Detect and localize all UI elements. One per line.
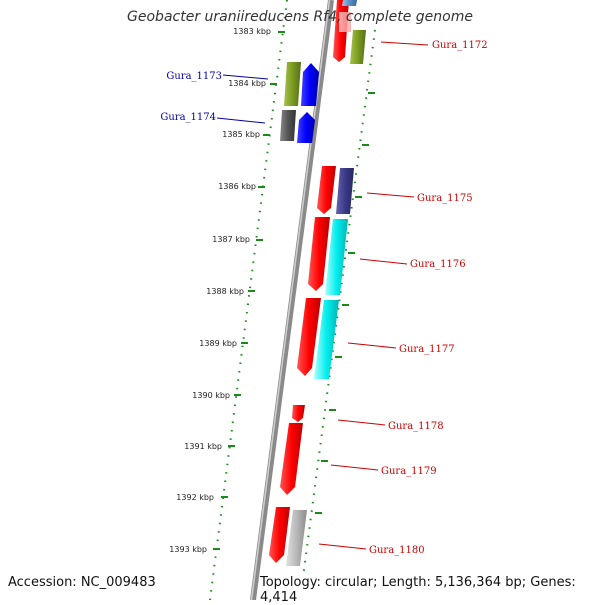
tick-label: 1390 kbp	[192, 391, 230, 400]
tick-1386: 1386 kbp	[218, 182, 265, 191]
tick-1390: 1390 kbp	[192, 391, 241, 400]
gene-gura-1173-b[interactable]	[301, 63, 319, 106]
leader-gura-1179	[330, 464, 379, 471]
tick-label: 1387 kbp	[212, 235, 250, 244]
leader-gura-1178	[337, 419, 386, 426]
leader-gura-1175	[366, 192, 415, 198]
tick-label: 1384 kbp	[228, 79, 266, 88]
tick-label: 1386 kbp	[218, 182, 256, 191]
gene-gura-1178[interactable]	[292, 405, 305, 422]
leader-gura-1176	[359, 258, 408, 265]
tick-1385: 1385 kbp	[222, 130, 270, 139]
genome-backbone	[250, 0, 334, 601]
tick-label: 1392 kbp	[176, 493, 214, 502]
label-gura-1173[interactable]: Gura_1173	[166, 71, 222, 82]
tick-1384: 1384 kbp	[228, 79, 277, 88]
gene-gura-1172[interactable]	[350, 30, 366, 64]
tick-1383: 1383 kbp	[233, 27, 285, 36]
leader-gura-1174	[216, 117, 266, 124]
tick-1391: 1391 kbp	[184, 442, 235, 451]
leader-gura-1177	[347, 342, 397, 349]
tick-1388: 1388 kbp	[206, 287, 255, 296]
tick-1392: 1392 kbp	[176, 493, 228, 502]
right-track-ticks	[315, 92, 375, 514]
gene-gura-1175-b[interactable]	[336, 168, 354, 214]
label-gura-1179[interactable]: Gura_1179	[381, 466, 437, 477]
gene-gura-1177[interactable]	[297, 298, 321, 376]
tick-1393: 1393 kbp	[169, 545, 220, 554]
leader-gura-1173	[222, 74, 269, 80]
left-dotted-track	[209, 0, 288, 601]
gene-gura-1180-b[interactable]	[286, 510, 307, 566]
leader-gura-1172	[380, 41, 429, 46]
gene-partial-top-rose[interactable]	[339, 12, 351, 32]
gene-gura-1179[interactable]	[280, 423, 303, 495]
gene-gura-1176-b[interactable]	[325, 219, 348, 295]
label-gura-1177[interactable]: Gura_1177	[399, 344, 455, 355]
tick-1389: 1389 kbp	[199, 339, 248, 348]
tick-label: 1391 kbp	[184, 442, 222, 451]
label-gura-1172[interactable]: Gura_1172	[432, 40, 488, 51]
gene-gura-1177-b[interactable]	[314, 300, 339, 379]
label-gura-1176[interactable]: Gura_1176	[410, 259, 466, 270]
label-gura-1178[interactable]: Gura_1178	[388, 421, 444, 432]
label-gura-1174[interactable]: Gura_1174	[160, 112, 216, 123]
gene-gura-1174-b[interactable]	[297, 112, 315, 143]
tick-1387: 1387 kbp	[212, 235, 263, 244]
gene-gura-1175[interactable]	[317, 166, 336, 214]
tick-label: 1393 kbp	[169, 545, 207, 554]
gene-gura-1173[interactable]	[284, 62, 301, 106]
label-gura-1175[interactable]: Gura_1175	[417, 193, 473, 204]
genome-summary-text: Topology: circular; Length: 5,136,364 bp…	[260, 575, 600, 605]
leader-gura-1180	[318, 543, 367, 550]
tick-label: 1389 kbp	[199, 339, 237, 348]
tick-label: 1388 kbp	[206, 287, 244, 296]
label-gura-1180[interactable]: Gura_1180	[369, 545, 425, 556]
tick-label: 1383 kbp	[233, 27, 271, 36]
gene-gura-1180[interactable]	[269, 507, 290, 563]
accession-text: Accession: NC_009483	[8, 575, 156, 590]
tick-label: 1385 kbp	[222, 130, 260, 139]
gene-gura-1174[interactable]	[280, 110, 296, 141]
gene-gura-1176[interactable]	[308, 217, 330, 291]
gene-partial-top-steel[interactable]	[342, 0, 357, 6]
